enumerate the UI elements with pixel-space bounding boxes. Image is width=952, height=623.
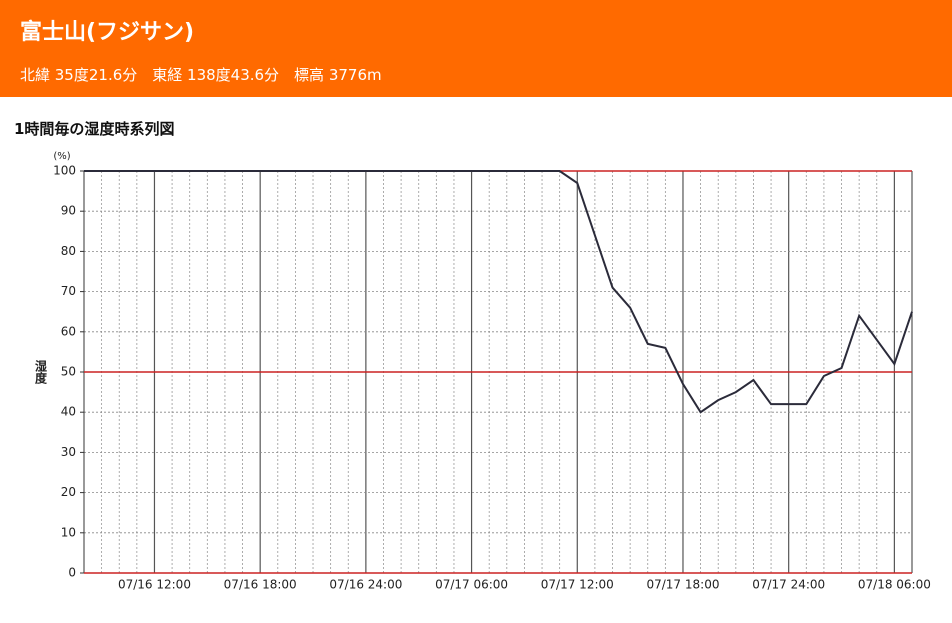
y-tick-label: 10 [61, 525, 76, 539]
y-tick-label: 0 [68, 566, 76, 580]
x-tick-label: 07/17 12:00 [541, 578, 614, 592]
y-tick-label: 70 [61, 284, 76, 298]
chart-title: 1時間毎の湿度時系列図 [14, 120, 175, 138]
x-tick-label: 07/16 18:00 [224, 578, 297, 592]
chart: (%) 湿度 07/16 12:00 07/16 18:00 07/16 24:00… [34, 151, 931, 592]
y-tick-label: 30 [61, 445, 76, 459]
y-tick-label: 60 [61, 324, 76, 338]
x-tick-label: 07/18 06:00 [858, 578, 931, 592]
y-axis-label: 湿度 [34, 359, 48, 385]
y-tick-label: 90 [61, 204, 76, 218]
x-tick-label: 07/17 06:00 [435, 578, 508, 592]
x-tick-label: 07/16 12:00 [118, 578, 191, 592]
y-tick-label: 40 [61, 405, 76, 419]
location-coords: 北緯 35度21.6分 東経 138度43.6分 標高 3776m [20, 66, 382, 84]
x-tick-label: 07/16 24:00 [329, 578, 402, 592]
location-title: 富士山(フジサン) [20, 20, 195, 45]
x-tick-label: 07/17 18:00 [646, 578, 719, 592]
y-unit: (%) [53, 151, 70, 162]
y-tick-label: 50 [61, 365, 76, 379]
y-tick-label: 80 [61, 244, 76, 258]
header: 富士山(フジサン) 北緯 35度21.6分 東経 138度43.6分 標高 37… [0, 0, 952, 97]
y-tick-label: 20 [61, 485, 76, 499]
x-tick-label: 07/17 24:00 [752, 578, 825, 592]
data-line [84, 170, 913, 414]
y-tick-label: 100 [53, 164, 76, 178]
